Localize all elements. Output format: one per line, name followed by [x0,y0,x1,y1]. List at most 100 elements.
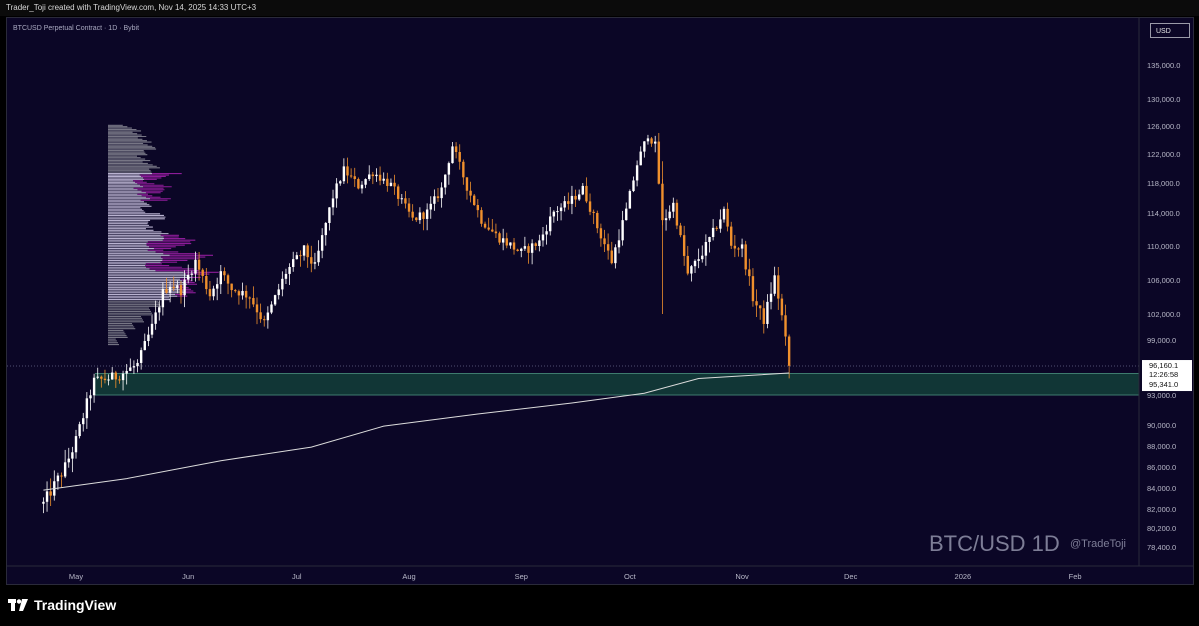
candle-body [516,249,519,251]
candle-body [693,260,697,267]
candle-body [328,207,331,223]
candle-body [498,233,501,243]
candle-body [103,378,107,381]
candle-body [378,174,382,181]
candle-body [538,240,541,246]
watermark-handle: @TradeToji [1070,538,1126,550]
countdown-label: 12:26:58 [1149,370,1178,379]
candle-body [154,312,157,324]
candle-body [748,269,751,277]
candle-body [559,207,563,212]
candle-body [45,491,49,502]
currency-button[interactable]: USD [1150,23,1190,38]
candle-body [82,418,85,425]
candle-body [360,184,364,189]
candle-body [501,238,505,243]
candle-body [302,245,306,256]
candle-body [396,186,400,199]
candle-body [523,246,527,249]
candle-body [335,183,338,199]
y-tick-label: 80,200.0 [1147,524,1176,533]
candle-body [715,227,718,229]
candle-body [74,436,78,453]
candle-body [201,269,204,277]
candle-body [226,275,230,284]
candle-body [617,240,621,248]
y-tick-label: 90,000.0 [1147,421,1176,430]
tradingview-logo[interactable]: TradingView [8,597,116,613]
candle-body [230,283,233,291]
y-tick-label: 135,000.0 [1147,61,1180,70]
candle-body [454,146,458,153]
candle-body [675,202,679,226]
candle-body [444,174,447,188]
candle-body [67,458,70,463]
candle-body [89,395,92,399]
y-tick-label: 126,000.0 [1147,122,1180,131]
candle-body [111,372,114,380]
candle-body [234,290,237,292]
candle-body [187,274,190,280]
candle-body [614,247,617,264]
candle-body [541,234,545,241]
candle-body [530,243,534,253]
candle-body [425,209,429,219]
candle-body [56,475,60,482]
x-tick-label: 2026 [955,572,972,581]
candle-body [697,259,700,261]
candle-body [433,196,436,204]
candle-body [451,146,454,164]
y-tick-label: 102,000.0 [1147,310,1180,319]
candle-body [324,222,327,236]
support-zone [95,373,1139,395]
candle-body [766,301,769,324]
candle-body [386,178,389,186]
candle-body [415,217,418,221]
candle-body [371,174,375,177]
candle-body [625,208,628,221]
candle-body [436,196,440,199]
candle-body [288,267,291,274]
candle-body [603,238,606,245]
candle-body [150,323,154,335]
candle-body [588,201,592,212]
zone-top-label: 95,341.0 [1149,380,1178,389]
candle-body [621,220,624,241]
candle-body [393,182,396,187]
attribution-text: Trader_Toji created with TradingView.com… [6,3,257,12]
candle-body [118,379,121,381]
candle-body [726,208,729,227]
candle-body [248,297,251,299]
y-tick-label: 110,000.0 [1147,242,1180,251]
candle-body [147,334,150,342]
candle-body [787,336,791,366]
candle-body [259,312,262,320]
candle-body [672,202,675,212]
candle-body [375,174,378,177]
candle-body [596,212,599,229]
y-tick-label: 106,000.0 [1147,276,1180,285]
candle-body [473,195,476,206]
candle-body [404,198,407,204]
candle-body [306,245,309,258]
candle-body [690,266,693,274]
candle-body [212,288,215,297]
last-price-tag [1142,360,1192,392]
candle-body [190,273,194,275]
candle-body [244,290,248,298]
last-price-label: 96,160.1 [1149,361,1178,370]
x-tick-label: Nov [735,572,749,581]
candle-body [331,198,335,208]
candle-body [733,245,737,249]
candle-body [784,315,787,337]
candle-body [400,198,403,200]
candle-body [777,275,780,299]
candle-body [465,177,469,191]
candle-body [480,210,483,224]
price-chart[interactable]: 135,000.0 130,000.0 126,000.0 122,000.0 118,… [7,18,1193,584]
candle-body [273,295,277,305]
candle-body [719,219,722,229]
candle-body [92,377,96,396]
watermark-title: BTC/USD 1D [929,531,1060,556]
chart-panel[interactable]: 135,000.0 130,000.0 126,000.0 122,000.0 118,… [6,17,1194,585]
